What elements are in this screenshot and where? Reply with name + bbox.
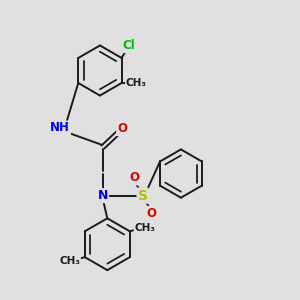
Text: O: O bbox=[117, 122, 127, 135]
Text: CH₃: CH₃ bbox=[135, 223, 156, 233]
Text: O: O bbox=[129, 172, 140, 184]
Text: CH₃: CH₃ bbox=[126, 78, 147, 88]
Text: N: N bbox=[98, 189, 108, 202]
Text: CH₃: CH₃ bbox=[59, 256, 80, 266]
Text: O: O bbox=[146, 207, 156, 220]
Text: NH: NH bbox=[50, 122, 70, 134]
Text: Cl: Cl bbox=[122, 39, 135, 52]
Text: S: S bbox=[138, 189, 148, 202]
